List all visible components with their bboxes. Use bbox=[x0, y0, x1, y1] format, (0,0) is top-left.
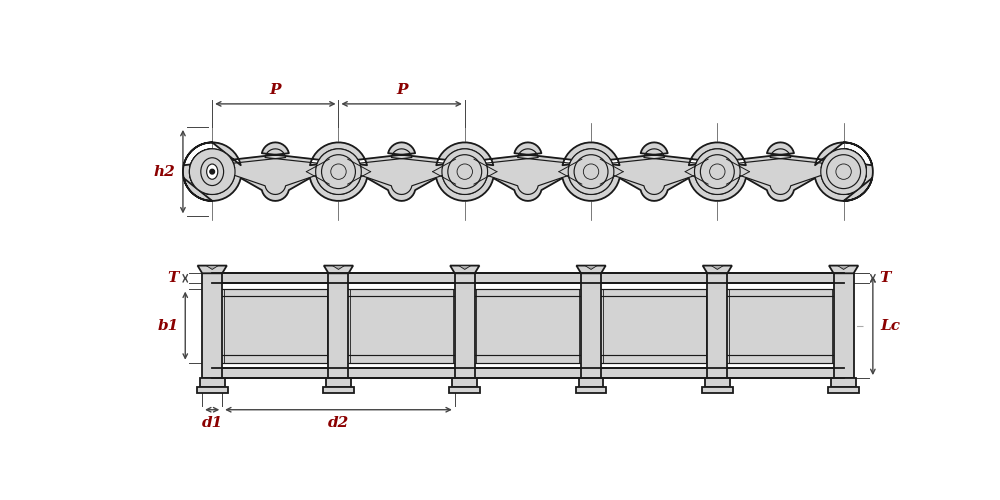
Bar bbox=[338, 288, 465, 362]
Text: P: P bbox=[396, 83, 407, 97]
Bar bbox=[212, 274, 844, 283]
Bar bbox=[338, 355, 465, 362]
Circle shape bbox=[694, 149, 740, 194]
Bar bbox=[338, 288, 465, 296]
Bar bbox=[326, 378, 351, 387]
Text: Lc: Lc bbox=[881, 318, 901, 332]
Polygon shape bbox=[324, 266, 353, 274]
Polygon shape bbox=[703, 266, 732, 274]
Text: b1: b1 bbox=[158, 318, 179, 332]
Bar bbox=[328, 274, 348, 378]
Text: d2: d2 bbox=[328, 416, 349, 430]
Ellipse shape bbox=[201, 158, 224, 186]
Bar bbox=[452, 378, 477, 387]
Bar bbox=[591, 355, 717, 362]
Text: d1: d1 bbox=[202, 416, 223, 430]
Circle shape bbox=[331, 164, 346, 180]
Bar bbox=[591, 288, 717, 296]
Ellipse shape bbox=[207, 164, 218, 180]
Text: T: T bbox=[879, 272, 890, 285]
Circle shape bbox=[457, 164, 472, 180]
Polygon shape bbox=[829, 266, 858, 274]
Circle shape bbox=[821, 149, 866, 194]
Polygon shape bbox=[332, 266, 344, 270]
Bar bbox=[591, 288, 717, 362]
Circle shape bbox=[189, 149, 235, 194]
Bar bbox=[212, 288, 338, 296]
Polygon shape bbox=[206, 266, 218, 270]
Circle shape bbox=[700, 154, 734, 188]
Bar bbox=[717, 288, 844, 362]
Circle shape bbox=[442, 149, 488, 194]
Polygon shape bbox=[183, 142, 873, 201]
Circle shape bbox=[583, 164, 599, 180]
Bar bbox=[197, 387, 228, 393]
Bar bbox=[449, 387, 480, 393]
Bar bbox=[212, 368, 844, 378]
Circle shape bbox=[574, 154, 608, 188]
Bar bbox=[828, 387, 859, 393]
Bar bbox=[465, 288, 591, 362]
Bar bbox=[200, 378, 225, 387]
Bar bbox=[581, 274, 601, 378]
Bar bbox=[834, 274, 854, 378]
Bar bbox=[579, 378, 603, 387]
Text: T: T bbox=[168, 272, 179, 285]
Circle shape bbox=[568, 149, 614, 194]
Polygon shape bbox=[459, 266, 471, 270]
Bar bbox=[212, 355, 338, 362]
Polygon shape bbox=[711, 266, 723, 270]
Bar bbox=[465, 288, 591, 296]
Text: P: P bbox=[270, 83, 281, 97]
Polygon shape bbox=[450, 266, 479, 274]
Polygon shape bbox=[585, 266, 597, 270]
Bar bbox=[323, 387, 354, 393]
Text: h2: h2 bbox=[153, 164, 175, 178]
Circle shape bbox=[836, 164, 851, 180]
Circle shape bbox=[827, 154, 861, 188]
Circle shape bbox=[448, 154, 482, 188]
Bar bbox=[831, 378, 856, 387]
Polygon shape bbox=[198, 266, 227, 274]
Circle shape bbox=[316, 149, 361, 194]
Bar bbox=[707, 274, 727, 378]
Bar bbox=[717, 355, 844, 362]
Polygon shape bbox=[576, 266, 606, 274]
Bar bbox=[705, 378, 730, 387]
Polygon shape bbox=[838, 266, 850, 270]
Bar bbox=[702, 387, 733, 393]
Circle shape bbox=[322, 154, 355, 188]
Circle shape bbox=[710, 164, 725, 180]
Bar bbox=[717, 288, 844, 296]
Bar bbox=[465, 355, 591, 362]
Bar bbox=[202, 274, 222, 378]
Bar bbox=[576, 387, 606, 393]
Bar bbox=[455, 274, 475, 378]
Bar bbox=[212, 288, 338, 362]
Circle shape bbox=[210, 170, 215, 174]
